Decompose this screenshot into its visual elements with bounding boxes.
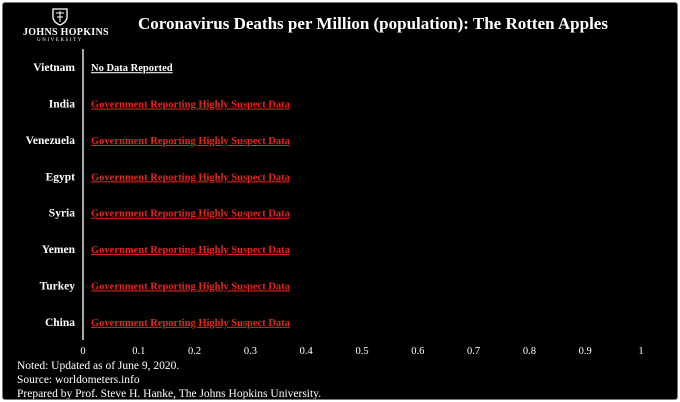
bar-label: Government Reporting Highly Suspect Data	[91, 172, 291, 183]
category-label: China	[45, 317, 75, 329]
x-tick-label: 0.4	[300, 346, 314, 357]
category-label: India	[49, 99, 75, 111]
category-label: Syria	[49, 208, 75, 220]
bar-label: Government Reporting Highly Suspect Data	[91, 136, 291, 147]
category-label: Venezuela	[26, 135, 76, 147]
logo-subtitle: UNIVERSITY	[37, 38, 83, 43]
category-label: Vietnam	[33, 62, 75, 74]
bar-label: Government Reporting Highly Suspect Data	[91, 281, 291, 292]
bar-label: Government Reporting Highly Suspect Data	[91, 245, 291, 256]
note-prepared-by: Prepared by Prof. Steve H. Hanke, The Jo…	[17, 388, 322, 400]
x-tick-label: 0.5	[355, 346, 368, 357]
logo-name: JOHNS HOPKINS	[23, 27, 109, 38]
x-tick-label: 0.9	[579, 346, 592, 357]
bar-label: Government Reporting Highly Suspect Data	[91, 209, 291, 220]
bar-label: Government Reporting Highly Suspect Data	[91, 100, 291, 111]
x-tick-label: 0.6	[411, 346, 424, 357]
bar-chart: Vietnam No Data Reported India Government R…	[26, 49, 644, 357]
footnotes: Noted: Updated as of June 9, 2020. Sourc…	[17, 359, 322, 400]
x-tick-label: 1	[638, 346, 643, 357]
category-label: Yemen	[42, 244, 76, 256]
x-tick-label: 0	[80, 346, 85, 357]
note-source: Source: worldometers.info	[17, 374, 140, 386]
university-logo: JOHNS HOPKINS UNIVERSITY	[23, 8, 109, 48]
x-tick-label: 0.3	[244, 346, 257, 357]
x-tick-label: 0.7	[467, 346, 480, 357]
category-label: Turkey	[40, 280, 76, 292]
bar-label: Government Reporting Highly Suspect Data	[91, 318, 291, 329]
x-tick-label: 0.8	[523, 346, 536, 357]
x-tick-label: 0.1	[132, 346, 145, 357]
shield-icon	[52, 8, 68, 26]
x-tick-label: 0.2	[188, 346, 201, 357]
bar-label: No Data Reported	[91, 63, 173, 74]
category-label: Egypt	[46, 171, 76, 183]
chart-title: Coronavirus Deaths per Million (populati…	[138, 14, 608, 33]
note-updated: Noted: Updated as of June 9, 2020.	[17, 360, 180, 372]
